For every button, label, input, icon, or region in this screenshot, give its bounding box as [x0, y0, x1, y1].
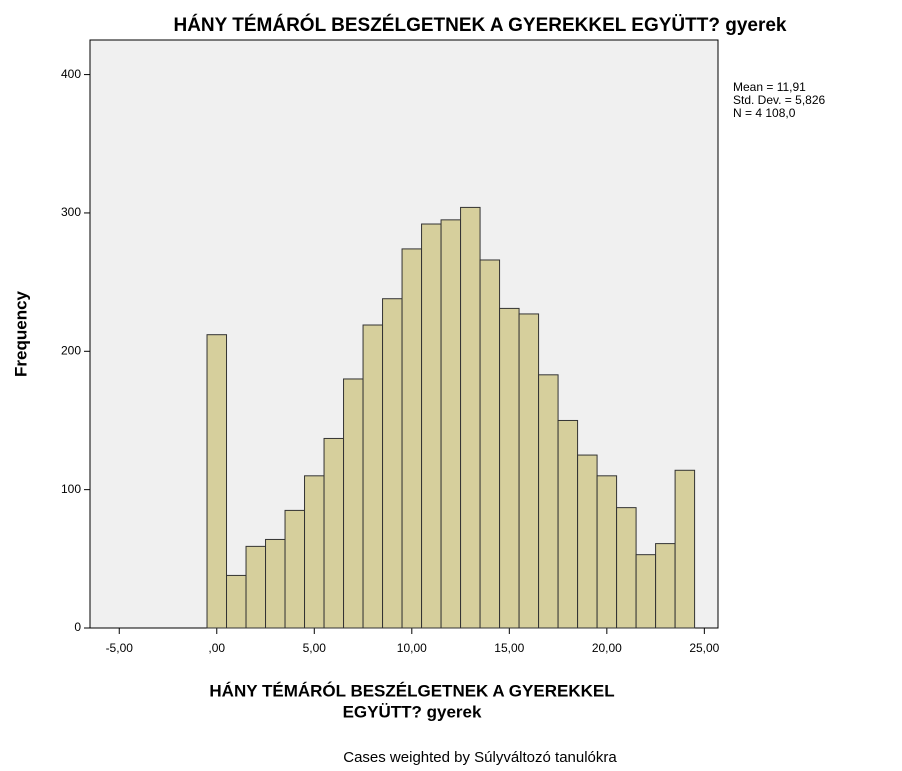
- y-tick-label: 100: [61, 482, 81, 496]
- x-tick-label: 5,00: [303, 641, 327, 655]
- y-tick-label: 200: [61, 343, 81, 357]
- bar: [518, 313, 540, 629]
- y-tick-label: 0: [74, 620, 81, 634]
- bar: [460, 206, 481, 629]
- bar: [284, 509, 306, 629]
- bar: [206, 334, 228, 629]
- x-tick-label: -5,00: [106, 641, 134, 655]
- x-tick-label: ,00: [208, 641, 225, 655]
- bar: [655, 543, 676, 629]
- stat-text: Mean = 11,91: [733, 80, 806, 94]
- chart-title: HÁNY TÉMÁRÓL BESZÉLGETNEK A GYEREKKEL EG…: [173, 14, 786, 36]
- bar: [421, 223, 442, 629]
- bar: [226, 574, 247, 629]
- x-tick-label: 20,00: [592, 641, 622, 655]
- bar: [265, 538, 286, 629]
- bar: [596, 475, 618, 629]
- x-tick-label: 25,00: [689, 641, 719, 655]
- y-tick-label: 300: [61, 205, 81, 219]
- bar: [577, 454, 598, 629]
- bar: [479, 259, 501, 629]
- y-axis-label: Frequency: [11, 290, 30, 377]
- footnote: Cases weighted by Súlyváltozó tanulókra: [343, 749, 617, 766]
- bar: [304, 475, 325, 629]
- bar: [401, 248, 423, 629]
- x-axis-label: EGYÜTT? gyerek: [343, 702, 482, 721]
- bar: [440, 219, 462, 629]
- bar: [635, 554, 657, 629]
- bar: [362, 324, 384, 629]
- bar: [245, 545, 267, 629]
- bar: [343, 378, 364, 629]
- y-tick-label: 400: [61, 67, 81, 81]
- stat-text: Std. Dev. = 5,826: [733, 93, 825, 107]
- bar: [557, 419, 579, 629]
- bar: [674, 469, 696, 629]
- bar: [538, 374, 559, 629]
- bar: [382, 298, 403, 629]
- stat-text: N = 4 108,0: [733, 106, 796, 120]
- x-axis-label: HÁNY TÉMÁRÓL BESZÉLGETNEK A GYEREKKEL: [209, 681, 614, 700]
- x-tick-label: 15,00: [494, 641, 524, 655]
- bar: [616, 507, 637, 629]
- bar: [499, 307, 520, 629]
- x-tick-label: 10,00: [397, 641, 427, 655]
- bar: [323, 437, 345, 629]
